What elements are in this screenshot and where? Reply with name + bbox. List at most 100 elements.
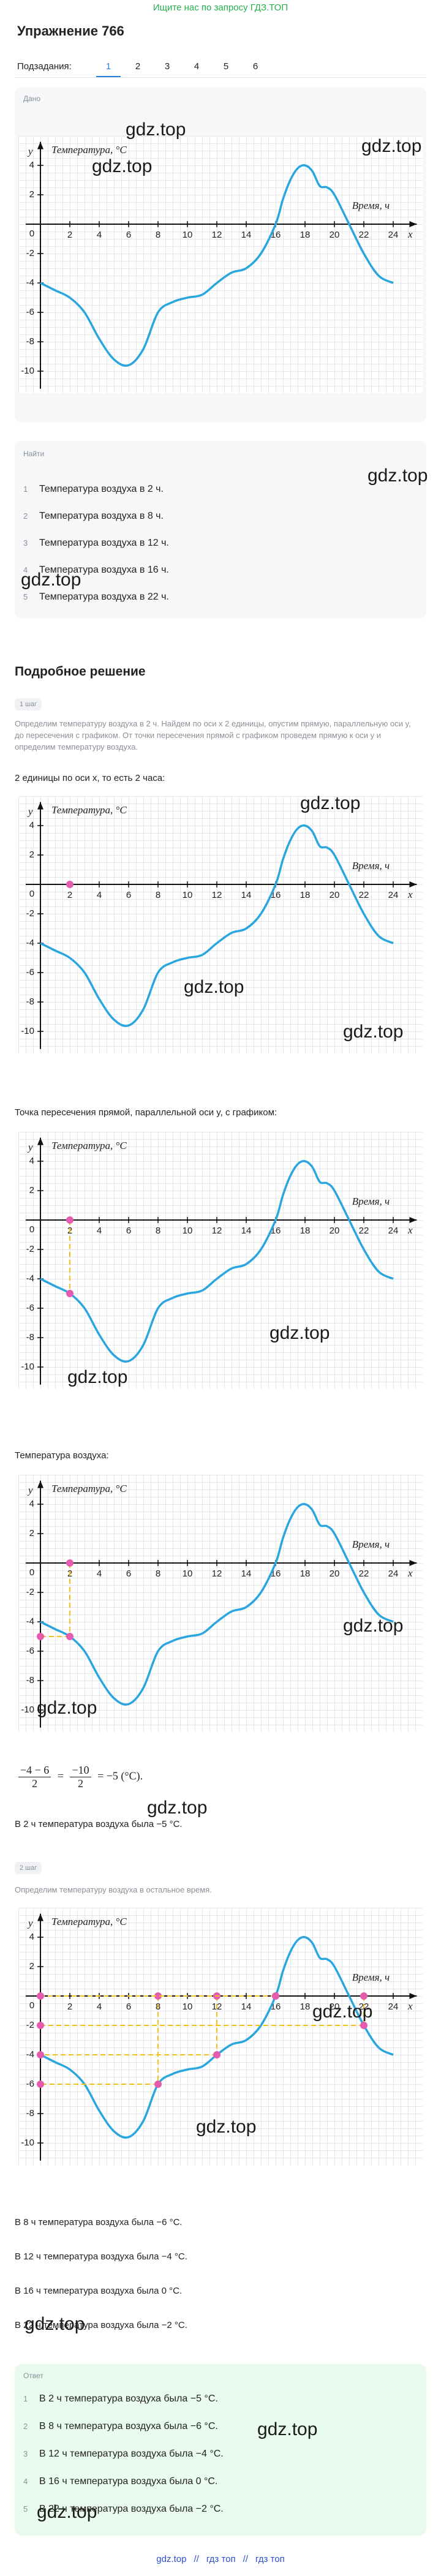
- subtask-tab[interactable]: 2: [135, 61, 141, 72]
- x-tick-label: 8: [156, 890, 160, 900]
- x-tick-label: 22: [359, 230, 369, 240]
- x-tick-label: 18: [300, 2002, 311, 2012]
- item-number: 4: [23, 565, 28, 574]
- footer-link[interactable]: гдз топ: [255, 2554, 285, 2564]
- y-tick-label: -2: [26, 1587, 34, 1597]
- caption: 2 единицы по оси x, то есть 2 часа:: [15, 773, 165, 783]
- axis-title: Время, ч: [352, 1972, 390, 1983]
- footer-link[interactable]: гдз топ: [206, 2554, 236, 2564]
- x-tick-label: 10: [183, 890, 193, 900]
- answer-item: 5 В 22 ч температура воздуха была −2 °C.: [23, 2504, 224, 2515]
- exercise-title: Упражнение 766: [17, 23, 124, 39]
- y-tick-label: 2: [29, 1961, 34, 1972]
- given-label: Дано: [23, 94, 41, 103]
- x-tick-label: 10: [183, 1226, 193, 1236]
- y-tick-label: 4: [29, 1499, 34, 1509]
- x-tick-label: 22: [359, 1226, 369, 1236]
- find-item: 5 Температура воздуха в 22 ч.: [23, 592, 169, 603]
- watermark: gdz.top: [21, 570, 81, 590]
- y-tick-label: -10: [21, 1026, 34, 1036]
- x-tick-label: 20: [330, 2002, 340, 2012]
- step-label: 2 шаг: [15, 1862, 42, 1874]
- highlight-point: [37, 2051, 44, 2058]
- x-tick-label: 6: [126, 230, 131, 240]
- item-text: В 12 ч температура воздуха была −4 °C.: [39, 2449, 224, 2459]
- y-arrow: [37, 141, 43, 149]
- caption: Точка пересечения прямой, параллельной о…: [15, 1107, 277, 1118]
- watermark: gdz.top: [343, 1022, 404, 1042]
- answer-item: 3 В 12 ч температура воздуха была −4 °C.: [23, 2449, 224, 2460]
- highlight-point: [360, 1992, 368, 2000]
- y-tick-label: 2: [29, 189, 34, 200]
- separator: //: [194, 2554, 199, 2564]
- numerator: −4 − 6: [18, 1764, 51, 1777]
- axis-title: Время, ч: [352, 1538, 390, 1550]
- denominator: 2: [32, 1777, 38, 1790]
- step-result: В 8 ч температура воздуха была −6 °C.: [15, 2217, 183, 2228]
- temperature-curve: [40, 1936, 394, 2139]
- x-tick-label: 14: [241, 1569, 252, 1579]
- x-tick-label: 10: [183, 230, 193, 240]
- active-indicator: [96, 76, 121, 77]
- solution-title: Подробное решение: [15, 665, 146, 679]
- highlight-point: [37, 1633, 44, 1640]
- subtask-tab[interactable]: 1: [105, 61, 111, 72]
- banner[interactable]: Ищите нас по запросу ГДЗ.ТОП: [153, 2, 288, 13]
- x-tick-label: 12: [212, 1569, 222, 1579]
- x-tick-label: 18: [300, 1226, 311, 1236]
- step-result: В 16 ч температура воздуха была 0 °C.: [15, 2286, 183, 2296]
- x-tick-label: 14: [241, 2002, 252, 2012]
- highlight-point: [213, 2051, 221, 2058]
- y-tick-label: -4: [26, 1273, 34, 1284]
- y-tick-label: -4: [26, 938, 34, 948]
- highlight-point: [37, 1992, 44, 2000]
- footer: gdz.top // гдз топ // гдз топ: [0, 2554, 441, 2564]
- x-arrow: [409, 1217, 417, 1223]
- axis-title: Время, ч: [352, 860, 390, 872]
- footer-link[interactable]: gdz.top: [156, 2554, 187, 2564]
- watermark: gdz.top: [126, 119, 186, 140]
- x-arrow: [409, 881, 417, 887]
- axis-name: y: [27, 805, 33, 817]
- y-tick-label: -6: [26, 1303, 34, 1313]
- axis-name: x: [407, 889, 413, 900]
- x-tick-label: 22: [359, 1569, 369, 1579]
- x-tick-label: 2: [67, 890, 72, 900]
- step-result: В 2 ч температура воздуха была −5 °C.: [15, 1819, 183, 1829]
- formula-result: = −5 (°C).: [97, 1769, 143, 1782]
- subtask-tab[interactable]: 4: [194, 61, 200, 72]
- subtask-tab[interactable]: 3: [164, 61, 170, 72]
- item-text: Температура воздуха в 22 ч.: [39, 592, 169, 602]
- y-tick-label: -10: [21, 2137, 34, 2148]
- item-number: 1: [23, 484, 28, 494]
- watermark: gdz.top: [37, 2502, 97, 2522]
- subtask-tab[interactable]: 6: [252, 61, 258, 72]
- find-item: 1 Температура воздуха в 2 ч.: [23, 484, 164, 495]
- subtask-tab[interactable]: 5: [223, 61, 229, 72]
- fraction: −10 2: [70, 1764, 91, 1790]
- axis-name: y: [27, 1917, 33, 1929]
- step-text: Определим температуру воздуха в остально…: [15, 1885, 212, 1894]
- x-tick-label: 6: [126, 2002, 131, 2012]
- x-tick-label: 20: [330, 1569, 340, 1579]
- x-tick-label: 12: [212, 230, 222, 240]
- watermark: gdz.top: [312, 2002, 373, 2022]
- origin-label: 0: [29, 1567, 34, 1578]
- caption: Температура воздуха:: [15, 1450, 109, 1461]
- item-text: В 16 ч температура воздуха была 0 °C.: [39, 2476, 218, 2487]
- y-tick-label: 2: [29, 849, 34, 860]
- watermark: gdz.top: [92, 156, 153, 176]
- highlight-point: [37, 2022, 44, 2029]
- x-tick-label: 4: [97, 1226, 102, 1236]
- y-tick-label: -2: [26, 2020, 34, 2030]
- find-item: 4 Температура воздуха в 16 ч.: [23, 565, 169, 576]
- y-tick-label: -6: [26, 307, 34, 317]
- y-tick-label: 4: [29, 160, 34, 170]
- watermark: gdz.top: [270, 1323, 330, 1343]
- watermark: gdz.top: [184, 977, 244, 997]
- x-tick-label: 24: [388, 890, 399, 900]
- x-tick-label: 4: [97, 2002, 102, 2012]
